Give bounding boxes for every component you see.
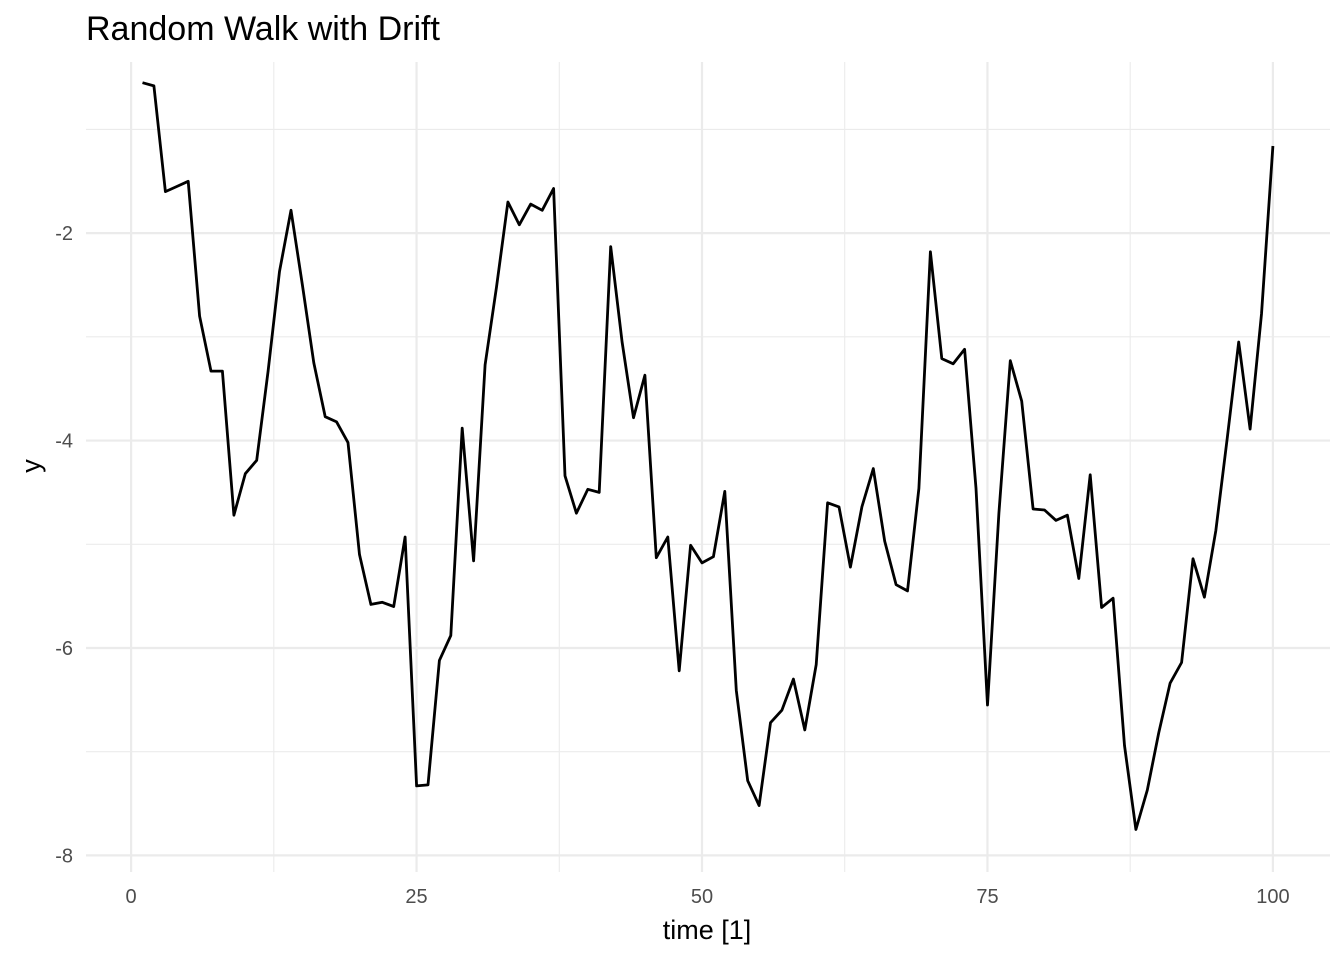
series-line bbox=[142, 81, 1275, 831]
y-tick-label: -6 bbox=[55, 638, 73, 660]
y-tick-label: -8 bbox=[55, 845, 73, 867]
x-tick-label: 50 bbox=[691, 886, 713, 908]
x-tick-label: 100 bbox=[1256, 886, 1289, 908]
chart-title: Random Walk with Drift bbox=[86, 10, 440, 48]
x-axis-tick-labels: 0 25 50 75 100 bbox=[126, 886, 1290, 908]
x-axis-title: time [1] bbox=[663, 915, 752, 945]
y-axis-title: y bbox=[16, 459, 46, 473]
y-tick-label: -4 bbox=[55, 431, 73, 453]
x-tick-label: 25 bbox=[405, 886, 427, 908]
x-tick-label: 75 bbox=[976, 886, 998, 908]
series-layer bbox=[142, 81, 1275, 831]
y-tick-label: -2 bbox=[55, 223, 73, 245]
grid-lines bbox=[86, 62, 1330, 872]
x-tick-label: 0 bbox=[126, 886, 137, 908]
y-axis-tick-labels: -8 -6 -4 -2 bbox=[55, 223, 73, 867]
